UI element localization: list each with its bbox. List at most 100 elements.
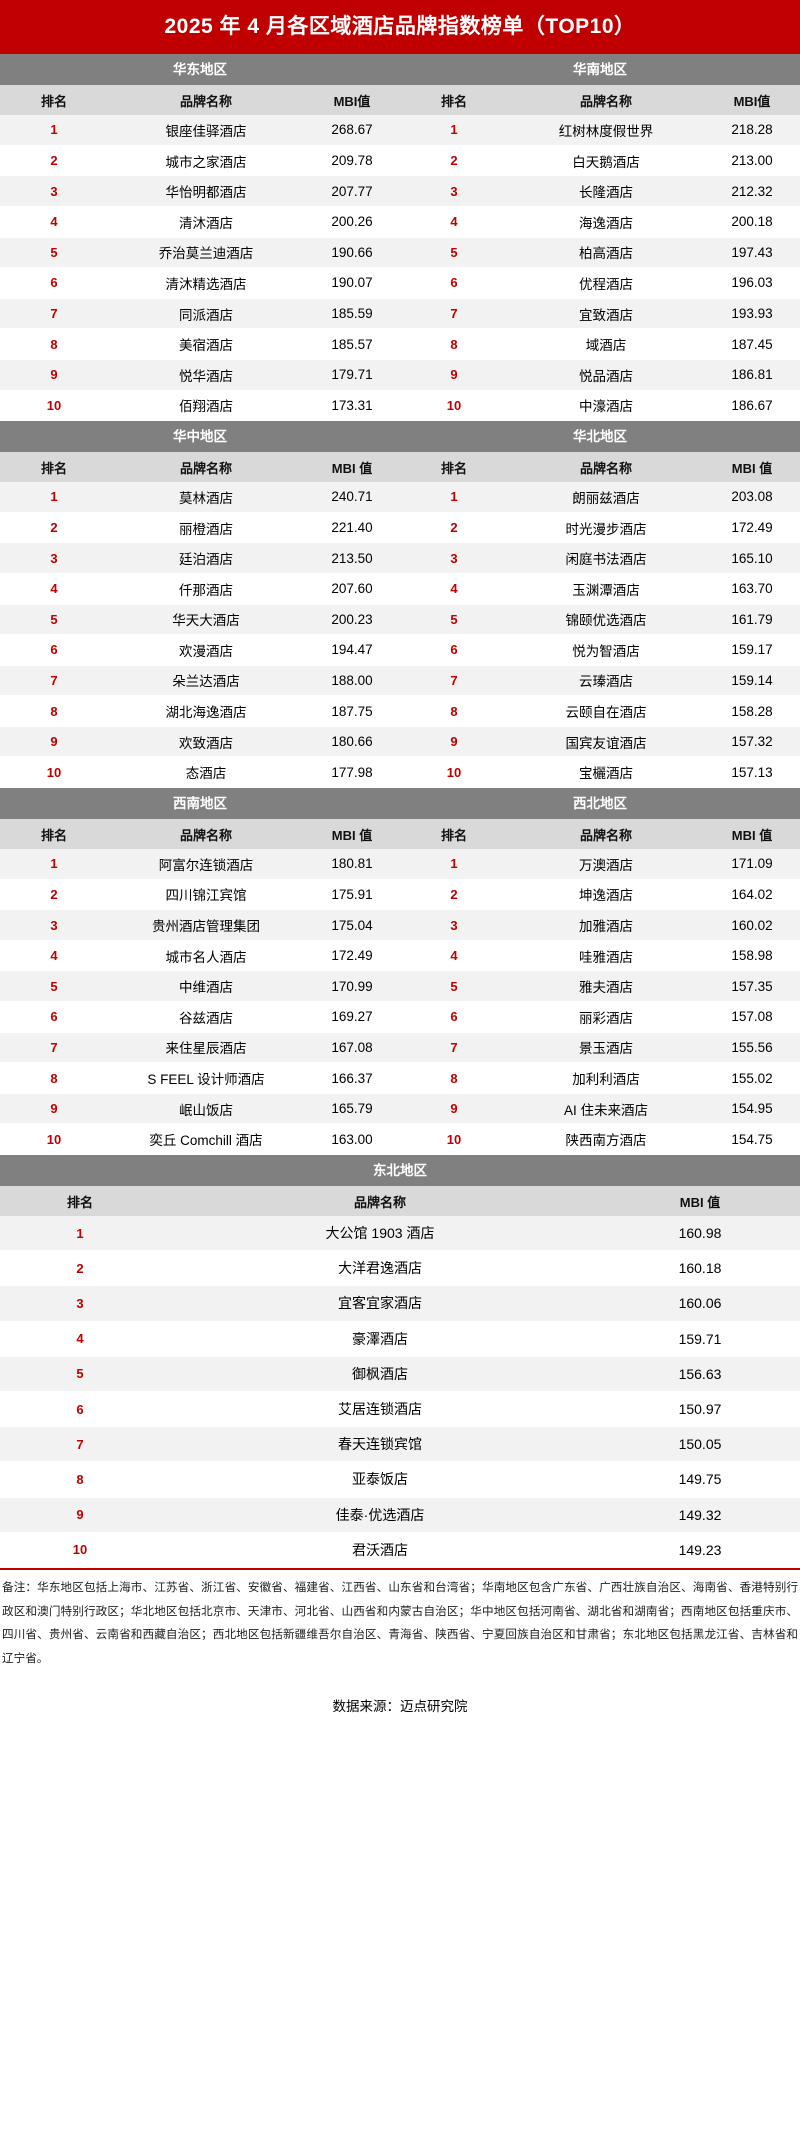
- rank-cell: 9: [50, 1101, 58, 1117]
- rank-cell: 8: [450, 703, 458, 719]
- brand-cell: 陕西南方酒店: [565, 1133, 647, 1149]
- mbi-cell: 155.02: [731, 1070, 773, 1086]
- region-band-1: 华东地区 华南地区: [0, 54, 800, 86]
- brand-cell: 闲庭书法酒店: [565, 552, 647, 568]
- brand-cell: 欢致酒店: [179, 735, 233, 751]
- mbi-cell: 190.07: [331, 275, 373, 291]
- brand-cell: 丽橙酒店: [179, 521, 233, 537]
- brand-cell: 坤逸酒店: [579, 888, 633, 904]
- mbi-cell: 213.00: [731, 153, 773, 169]
- table-row: 4 豪澤酒店 159.71: [0, 1321, 800, 1357]
- mbi-cell: 209.78: [331, 153, 373, 169]
- table-row: 5 华天大酒店 200.23 5 锦颐优选酒店 161.79: [0, 604, 800, 636]
- col-mbi-left: MBI值: [333, 93, 371, 109]
- table-row: 1 莫林酒店 240.71 1 朗丽兹酒店 203.08: [0, 482, 800, 513]
- brand-cell: 云颐自在酒店: [565, 705, 647, 721]
- table-body-3: 1 阿富尔连锁酒店 180.81 1 万澳酒店 171.09 2 四川锦江宾馆 175.91 2…: [0, 849, 800, 1155]
- mbi-cell: 197.43: [731, 244, 773, 260]
- rank-cell: 8: [50, 1070, 58, 1086]
- mbi-cell: 164.02: [731, 886, 773, 902]
- region-band-2: 华中地区 华北地区: [0, 421, 800, 453]
- brand-cell: 域酒店: [585, 338, 627, 354]
- brand-cell: 佳泰·优选酒店: [335, 1506, 425, 1523]
- mbi-cell: 207.77: [331, 183, 373, 199]
- rank-cell: 10: [446, 1131, 462, 1147]
- brand-cell: 朗丽兹酒店: [572, 490, 640, 506]
- mbi-cell: 154.95: [731, 1101, 773, 1117]
- mbi-cell: 186.67: [731, 397, 773, 413]
- mbi-cell: 156.63: [678, 1365, 722, 1382]
- rank-cell: 5: [50, 244, 58, 260]
- brand-cell: 岷山饭店: [179, 1102, 233, 1118]
- rank-cell: 2: [450, 520, 458, 536]
- brand-cell: S FEEL 设计师酒店: [147, 1072, 265, 1088]
- mbi-cell: 160.98: [678, 1225, 722, 1242]
- table-row: 3 贵州酒店管理集团 175.04 3 加雅酒店 160.02: [0, 910, 800, 941]
- brand-cell: 奕丘 Comchill 酒店: [149, 1133, 263, 1149]
- brand-cell: 大洋君逸酒店: [338, 1260, 422, 1277]
- region-band-3: 西南地区 西北地区: [0, 788, 800, 820]
- mbi-cell: 180.66: [331, 734, 373, 750]
- col-rank-right: 排名: [440, 827, 467, 843]
- mbi-cell: 159.14: [731, 672, 773, 688]
- brand-cell: 悦品酒店: [579, 368, 633, 384]
- rank-cell: 2: [50, 153, 58, 169]
- region-label-huazhong: 华中地区: [173, 428, 227, 444]
- brand-cell: 悦为智酒店: [572, 643, 640, 659]
- mbi-cell: 171.09: [731, 856, 773, 872]
- rank-cell: 5: [450, 978, 458, 994]
- table-row: 9 佳泰·优选酒店 149.32: [0, 1497, 800, 1533]
- brand-cell: 大公馆 1903 酒店: [325, 1225, 435, 1242]
- rank-cell: 6: [50, 1009, 58, 1025]
- rank-cell: 5: [76, 1366, 84, 1382]
- mbi-cell: 175.04: [331, 917, 373, 933]
- table-row: 7 春天连锁宾馆 150.05: [0, 1427, 800, 1463]
- mbi-cell: 163.00: [331, 1131, 373, 1147]
- brand-cell: 仟那酒店: [179, 582, 233, 598]
- mbi-cell: 159.71: [678, 1330, 722, 1347]
- footnote-text: 备注：华东地区包括上海市、江苏省、浙江省、安徽省、福建省、江西省、山东省和台湾省…: [2, 1580, 798, 1666]
- table-body-1: 1 银座佳驿酒店 268.67 1 红树林度假世界 218.28 2 城市之家酒店 209.7…: [0, 115, 800, 422]
- brand-cell: 优程酒店: [579, 276, 633, 292]
- rank-cell: 4: [450, 948, 458, 964]
- rank-cell: 10: [72, 1542, 88, 1558]
- mbi-cell: 155.56: [731, 1039, 773, 1055]
- table-row: 8 美宿酒店 185.57 8 域酒店 187.45: [0, 329, 800, 360]
- table-row: 5 御枫酒店 156.63: [0, 1356, 800, 1392]
- region-label-huabei: 华北地区: [573, 428, 627, 444]
- mbi-cell: 158.28: [731, 703, 773, 719]
- col-rank-right: 排名: [440, 93, 467, 109]
- mbi-cell: 200.18: [731, 214, 773, 230]
- mbi-cell: 172.49: [331, 948, 373, 964]
- brand-cell: 佰翔酒店: [179, 399, 233, 415]
- rank-cell: 6: [50, 275, 58, 291]
- brand-cell: 云瑧酒店: [579, 674, 633, 690]
- brand-cell: 同派酒店: [179, 307, 233, 323]
- col-brand-right: 品牌名称: [579, 93, 632, 109]
- mbi-cell: 154.75: [731, 1131, 773, 1147]
- table-header-1: 排名 品牌名称 MBI值 排名 品牌名称 MBI值: [0, 85, 800, 116]
- mbi-cell: 161.79: [731, 611, 773, 627]
- region-label-xinan: 西南地区: [173, 795, 227, 811]
- mbi-cell: 177.98: [331, 764, 373, 780]
- brand-cell: 柏高酒店: [579, 246, 633, 262]
- table-row: 7 同派酒店 185.59 7 宜致酒店 193.93: [0, 298, 800, 330]
- mbi-cell: 173.31: [331, 397, 373, 413]
- col-mbi: MBI 值: [679, 1194, 721, 1210]
- brand-cell: 白天鹅酒店: [572, 154, 640, 170]
- rank-cell: 1: [450, 856, 458, 872]
- mbi-cell: 187.45: [731, 336, 773, 352]
- brand-cell: 万澳酒店: [579, 857, 633, 873]
- rank-cell: 5: [450, 611, 458, 627]
- footer-divider: [0, 1567, 800, 1570]
- table-row: 2 四川锦江宾馆 175.91 2 坤逸酒店 164.02: [0, 879, 800, 911]
- brand-cell: 阿富尔连锁酒店: [158, 857, 254, 873]
- brand-cell: 贵州酒店管理集团: [152, 919, 260, 935]
- col-brand: 品牌名称: [353, 1194, 406, 1210]
- rank-cell: 2: [50, 520, 58, 536]
- rank-cell: 10: [446, 764, 462, 780]
- brand-cell: 乔治莫兰迪酒店: [158, 246, 254, 262]
- brand-cell: 华怡明都酒店: [165, 185, 247, 201]
- mbi-cell: 150.97: [678, 1401, 722, 1418]
